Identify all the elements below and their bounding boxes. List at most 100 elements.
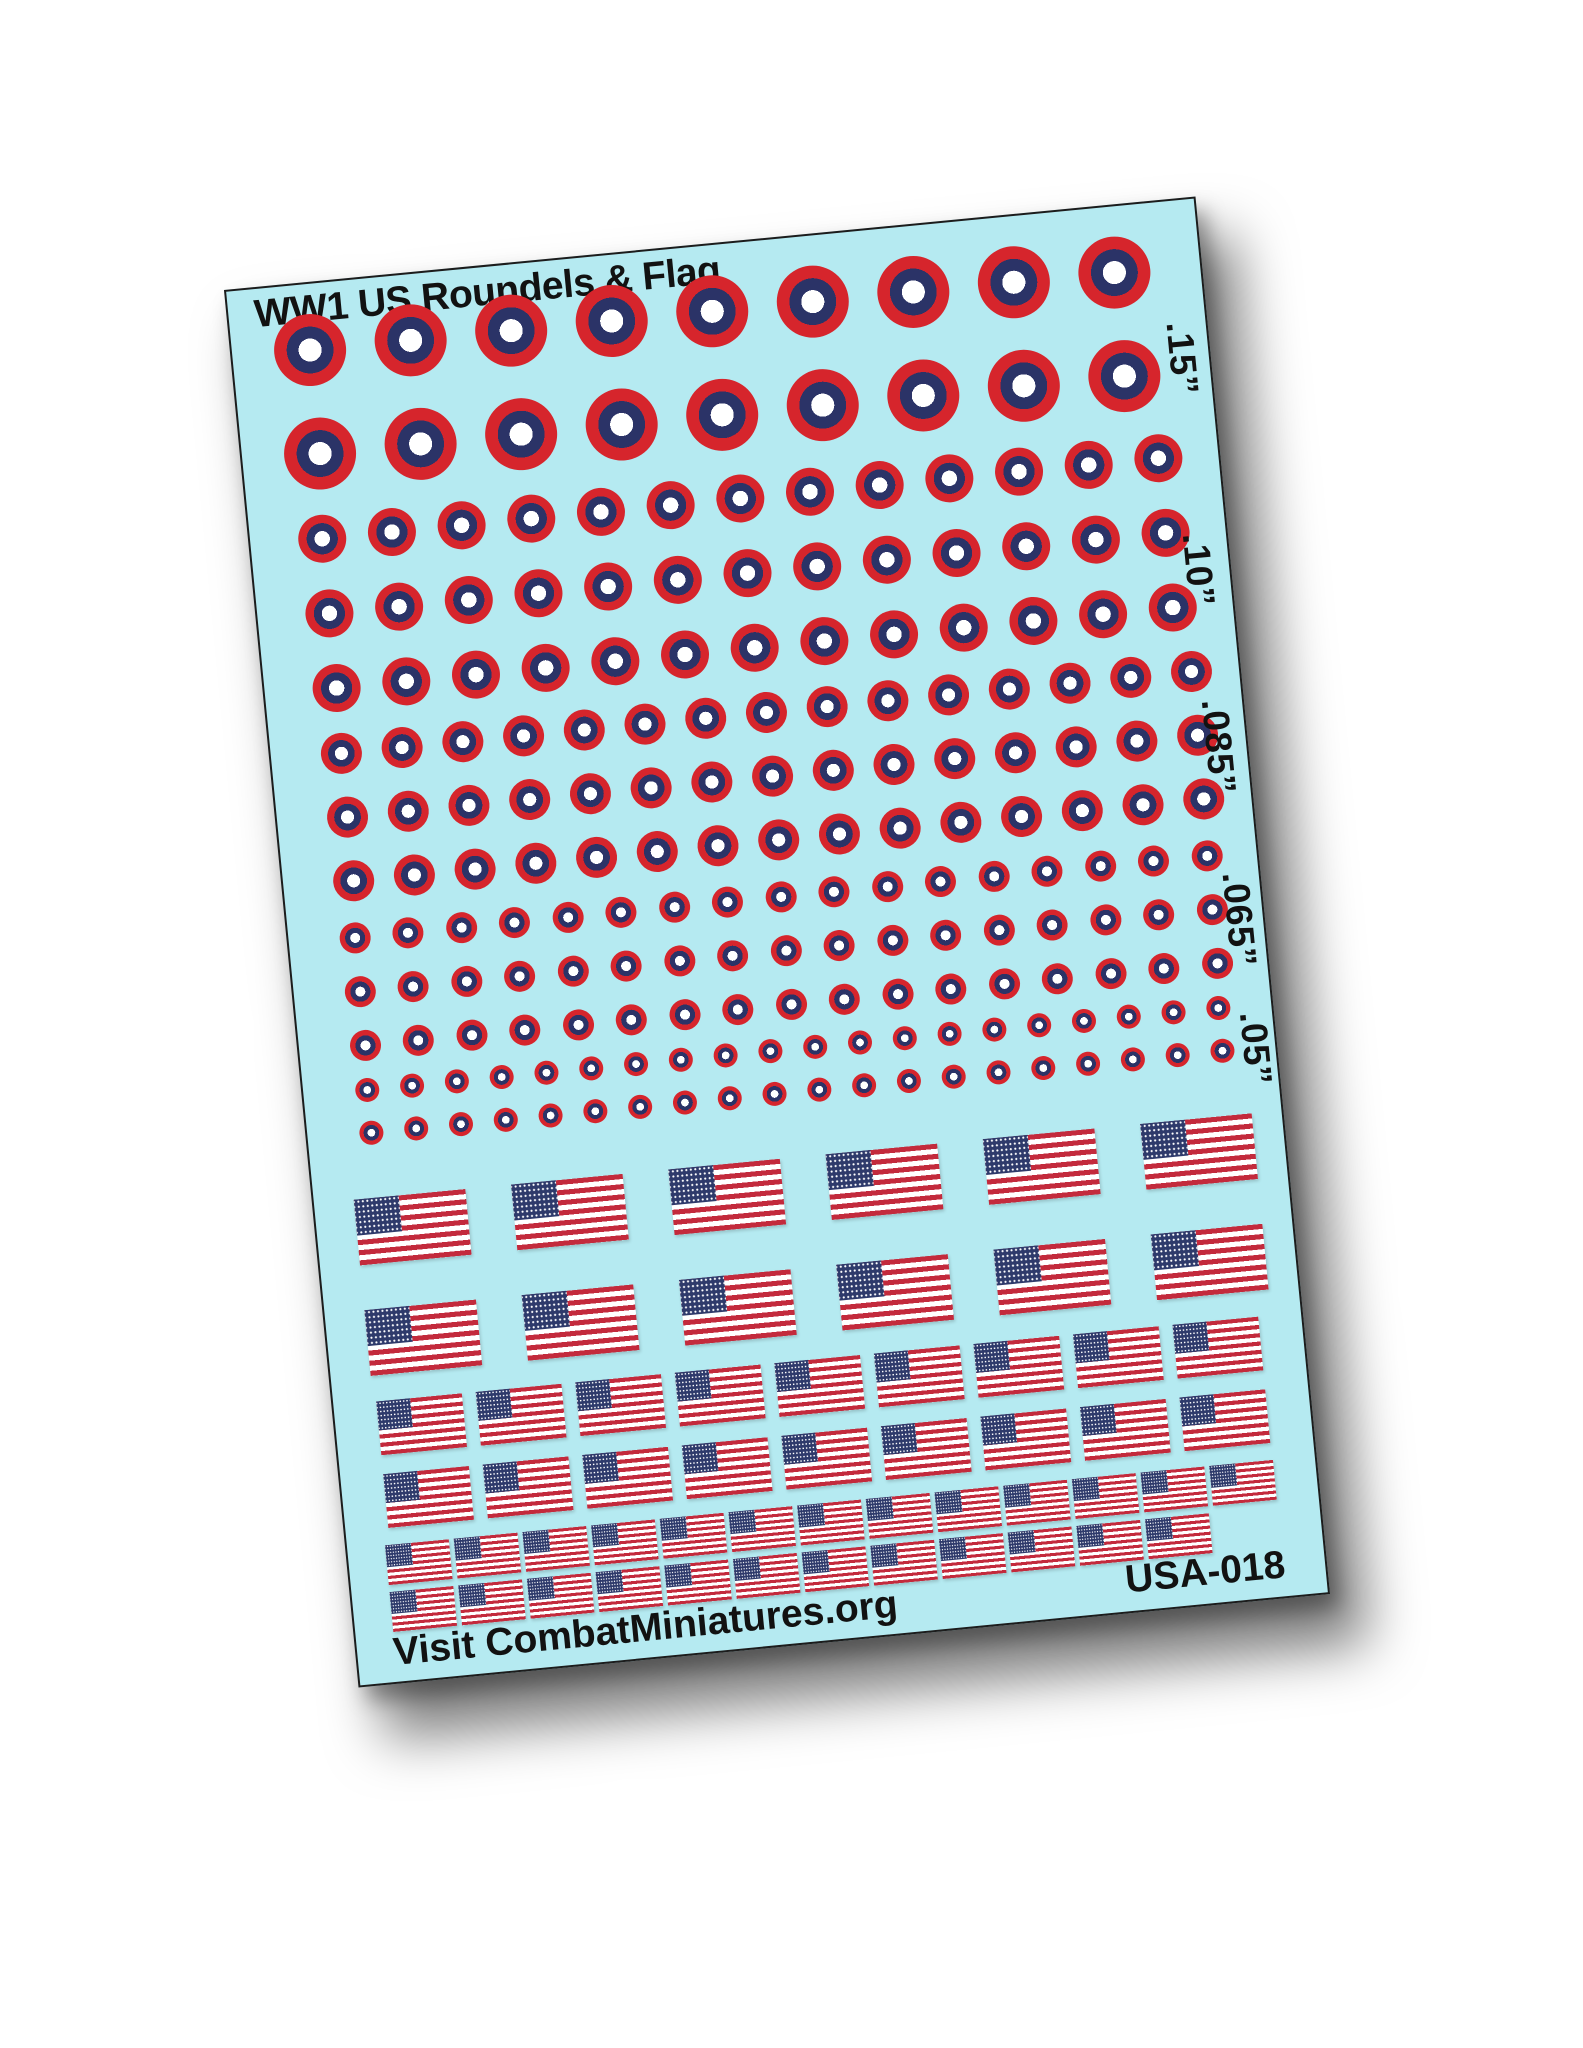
flag-canton [664, 1563, 692, 1588]
roundel-065in [348, 1028, 382, 1062]
flag-canton [575, 1379, 613, 1412]
us-flag-medium [1079, 1398, 1171, 1461]
us-flag-small [385, 1539, 453, 1586]
us-flag-small [801, 1546, 870, 1593]
us-flag-medium [781, 1427, 873, 1490]
roundel-05in [354, 1076, 381, 1104]
roundel-065in [1040, 961, 1075, 996]
roundel-065in [454, 1017, 489, 1052]
roundel-05in [358, 1119, 385, 1146]
decal-sheet: WW1 US Roundels & Flag Visit CombatMinia… [223, 196, 1331, 1688]
us-flag-small [865, 1492, 934, 1539]
roundel-065in [1030, 853, 1064, 888]
flag-canton [1179, 1394, 1217, 1427]
roundel-085in [573, 834, 619, 880]
roundel-085in [871, 741, 916, 787]
roundel-085in [688, 759, 734, 804]
roundel-05in [981, 1016, 1008, 1043]
roundel-10in [1132, 432, 1185, 485]
us-flag-large [678, 1269, 797, 1346]
roundel-10in [505, 492, 558, 545]
roundel-10in [790, 540, 844, 593]
roundel-10in [658, 628, 712, 681]
us-flag-small [1071, 1473, 1140, 1520]
size-label-085in: .085” [1193, 697, 1244, 797]
flag-canton [385, 1542, 413, 1567]
flag-canton [873, 1350, 911, 1383]
roundel-085in [512, 840, 558, 886]
roundel-05in [757, 1038, 784, 1065]
roundel-10in [303, 587, 356, 640]
roundel-085in [931, 735, 977, 781]
size-label-05in: .05” [1231, 1009, 1280, 1088]
us-flag-large [993, 1238, 1112, 1316]
us-flag-small [522, 1525, 590, 1572]
roundel-085in [506, 776, 552, 822]
roundel-065in [1141, 897, 1176, 932]
roundel-065in [662, 943, 697, 978]
flag-canton [591, 1523, 619, 1547]
us-flag-large [1140, 1113, 1258, 1190]
us-flag-medium [482, 1456, 574, 1519]
roundel-10in [867, 608, 921, 661]
flag-canton [582, 1451, 620, 1484]
us-flag-medium [575, 1374, 667, 1437]
us-flag-large [836, 1254, 955, 1331]
roundel-065in [1088, 902, 1123, 937]
roundel-085in [1168, 648, 1214, 694]
roundel-065in [987, 966, 1021, 1001]
roundel-085in [561, 707, 607, 752]
flag-canton [1145, 1516, 1173, 1541]
flag-canton [668, 1165, 717, 1205]
flag-canton [797, 1503, 825, 1528]
roundel-085in [622, 701, 667, 747]
roundel-065in [561, 1007, 595, 1042]
roundel-10in [930, 526, 983, 580]
flag-canton [674, 1369, 712, 1402]
roundel-085in [391, 852, 437, 897]
roundel-15in [884, 356, 963, 435]
us-flag-small [664, 1559, 732, 1606]
roundel-065in [337, 920, 372, 955]
flag-canton [825, 1150, 874, 1190]
roundel-065in [816, 874, 851, 909]
roundel-05in [622, 1050, 650, 1078]
flag-canton [836, 1260, 885, 1301]
roundel-085in [385, 788, 431, 834]
flag-canton [870, 1543, 898, 1568]
roundel-065in [449, 964, 484, 998]
flag-canton [1003, 1483, 1031, 1508]
roundel-085in [324, 794, 370, 840]
roundel-05in [940, 1063, 967, 1090]
roundel-05in [806, 1076, 833, 1103]
us-flag-small [595, 1566, 664, 1613]
roundel-05in [936, 1020, 963, 1047]
us-flag-medium [873, 1345, 965, 1408]
roundel-085in [816, 811, 862, 856]
roundel-085in [743, 689, 789, 735]
roundel-10in [512, 567, 565, 620]
roundel-065in [342, 974, 377, 1009]
roundel-15in [582, 385, 661, 464]
roundel-15in [1075, 233, 1154, 312]
roundel-05in [1070, 1007, 1098, 1035]
roundel-085in [804, 683, 849, 729]
roundel-10in [1069, 513, 1123, 566]
roundel-085in [992, 729, 1038, 775]
us-flag-small [938, 1533, 1007, 1580]
roundel-10in [651, 553, 705, 607]
roundel-085in [628, 765, 673, 810]
roundel-065in [609, 948, 643, 983]
flag-canton [511, 1180, 560, 1220]
roundel-065in [928, 917, 963, 952]
us-flag-small [458, 1579, 526, 1626]
flag-canton [781, 1432, 819, 1465]
us-flag-medium [383, 1465, 474, 1528]
roundel-05in [627, 1093, 654, 1120]
roundel-10in [365, 505, 419, 559]
roundel-10in [853, 458, 906, 512]
roundel-05in [582, 1098, 609, 1125]
flag-canton [1076, 1523, 1104, 1548]
roundel-05in [578, 1055, 605, 1082]
flag-canton [482, 1461, 520, 1494]
